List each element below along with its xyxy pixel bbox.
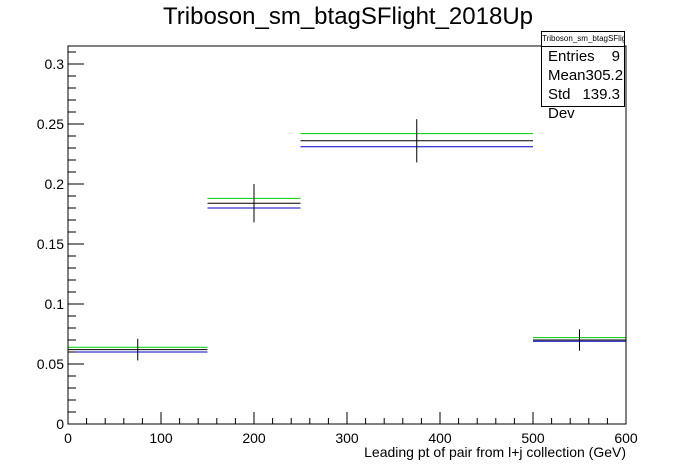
stats-entries-row: Entries 9 [542,47,624,66]
stats-entries-value: 9 [611,48,620,65]
histogram-bins [68,119,626,361]
x-tick-label: 500 [521,430,545,446]
y-tick-label: 0.15 [37,236,64,252]
chart-title: Triboson_sm_btagSFlight_2018Up [163,3,533,30]
stats-entries-label: Entries [548,48,595,65]
stats-stddev-row: Std Dev 139.3 [542,85,624,123]
stats-title: Triboson_sm_btagSFlight_2018Up [542,32,624,47]
x-tick-label: 0 [64,430,72,446]
x-tick-label: 600 [614,430,638,446]
x-tick-label: 100 [149,430,173,446]
stats-mean-value: 305.2 [585,67,624,84]
x-tick-label: 400 [428,430,452,446]
y-tick-label: 0.3 [45,56,65,72]
y-tick-label: 0.1 [45,296,65,312]
x-tick-label: 300 [335,430,359,446]
y-tick-label: 0 [56,416,64,432]
stats-mean-label: Mean [548,67,586,84]
y-tick-label: 0.05 [37,356,64,372]
y-tick-label: 0.2 [45,176,65,192]
stats-mean-row: Mean 305.2 [542,66,624,85]
y-tick-label: 0.25 [37,116,64,132]
x-tick-label: 200 [242,430,266,446]
stats-box: Triboson_sm_btagSFlight_2018Up Entries 9… [541,31,625,122]
x-axis-title: Leading pt of pair from l+j collection (… [364,444,626,460]
axis-ticks: 0 100 200 300 400 500 600 0 0.05 0.1 0.15 0.2 0.25 0.… [37,51,638,446]
stats-stddev-label: Std Dev [548,86,575,122]
stats-stddev-value: 139.3 [582,86,620,103]
